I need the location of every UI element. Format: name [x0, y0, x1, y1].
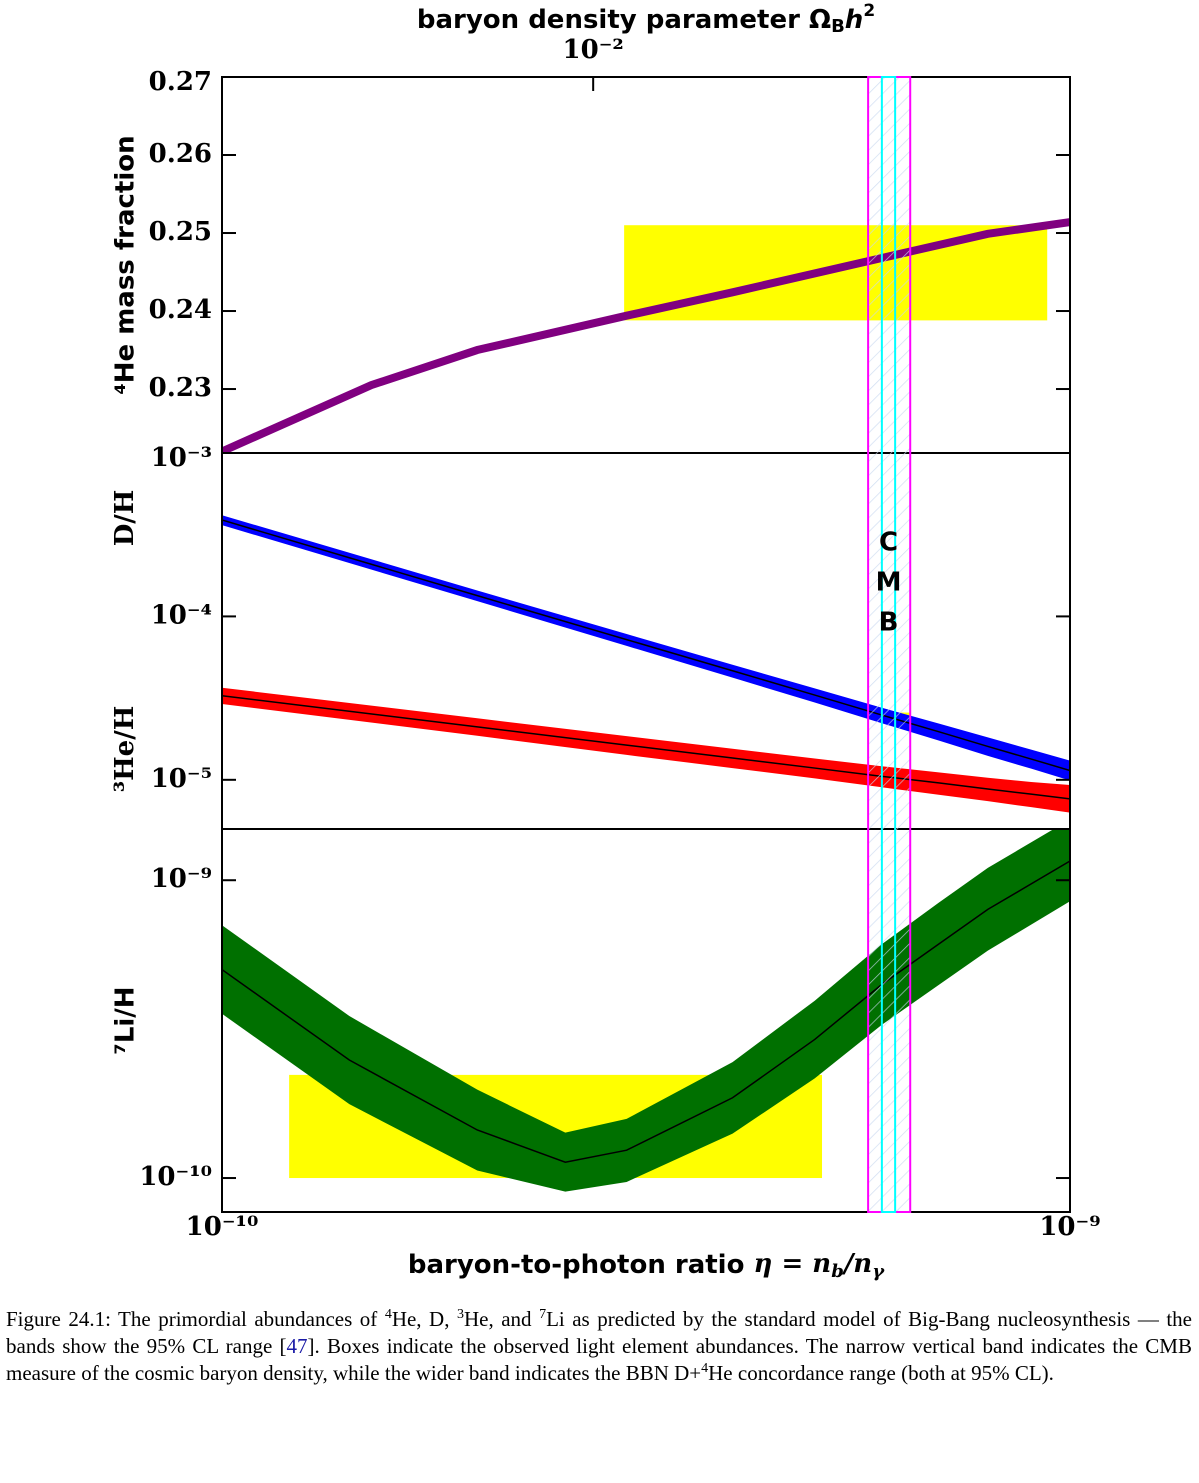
top-axis-label: baryon density parameter ΩBh2: [417, 1, 875, 37]
y-tick-label: 10⁻⁹: [151, 864, 212, 894]
y-tick-label: 0.26: [149, 139, 212, 169]
vertical-band: [880, 76, 897, 1213]
y-tick-label: 0.27: [149, 67, 212, 97]
caption-text: He concordance range (both at 95% CL).: [708, 1361, 1054, 1385]
caption-sup: 4: [701, 1361, 709, 1376]
caption-sup: 3: [456, 1307, 464, 1322]
y-axis-label: ³He/H: [110, 706, 140, 793]
uncertainty-band: [222, 829, 1070, 1192]
caption-text: Li as predicted by the standard model of…: [6, 1307, 1192, 1358]
y-tick-label: 10⁻¹⁰: [139, 1162, 212, 1192]
y-tick-label: 10⁻⁴: [151, 600, 212, 630]
uncertainty-band: [222, 687, 1070, 813]
caption-text: ]. Boxes indicate the observed light ele…: [6, 1334, 1192, 1385]
citation-link[interactable]: 47: [286, 1334, 308, 1358]
caption-sup: 7: [539, 1307, 547, 1322]
central-curve: [222, 860, 1070, 1163]
y-tick-label: 10⁻⁵: [151, 764, 212, 794]
caption-text: He, and: [463, 1307, 540, 1331]
y-tick-label: 0.25: [149, 217, 212, 247]
x-axis-label: baryon-to-photon ratio η = nb/nγ: [408, 1249, 885, 1282]
label-part: 2: [863, 1, 875, 21]
band-annotation: B: [879, 608, 899, 638]
central-curve: [222, 694, 1070, 800]
label-part: B: [831, 16, 845, 37]
figure: baryon density parameter ΩBh2 baryon-to-…: [110, 1, 1101, 1282]
y-tick-label: 10⁻³: [151, 443, 212, 473]
y-axis-label: D/H: [110, 490, 140, 547]
plot-area: [222, 515, 1070, 813]
curve: [222, 218, 1070, 453]
x-tick-label: 10⁻¹⁰: [186, 1212, 259, 1242]
uncertainty-band: [222, 515, 1070, 781]
band-annotation: M: [876, 568, 902, 598]
y-axis-label: ⁴He mass fraction: [111, 135, 141, 394]
label-part: baryon-to-photon ratio: [408, 1250, 754, 1280]
caption: Figure 24.1: The primordial abundances o…: [6, 1306, 1192, 1387]
label-part: h: [845, 5, 864, 35]
label-part: b: [831, 1261, 844, 1282]
y-axis-label: ⁷Li/H: [111, 986, 141, 1054]
plot-area: [222, 829, 1070, 1192]
vertical-band: [867, 76, 912, 1213]
central-curve: [222, 519, 1070, 772]
panel-frame: [221, 828, 1071, 1213]
y-tick-label: 0.23: [149, 373, 212, 403]
caption-sup: 4: [384, 1307, 392, 1322]
label-part: η = n: [754, 1249, 832, 1279]
top-x-tick-label: 10⁻²: [563, 35, 624, 65]
label-part: /n: [841, 1249, 872, 1279]
y-tick-label: 0.24: [149, 295, 212, 325]
x-tick-label: 10⁻⁹: [1039, 1212, 1100, 1242]
label-part: baryon density parameter Ω: [417, 5, 831, 35]
band-annotation: C: [879, 528, 898, 558]
label-part: γ: [872, 1261, 885, 1282]
plot-area: [222, 218, 1070, 453]
caption-text: Figure 24.1: The primordial abundances o…: [6, 1307, 385, 1331]
caption-text: He, D,: [391, 1307, 457, 1331]
